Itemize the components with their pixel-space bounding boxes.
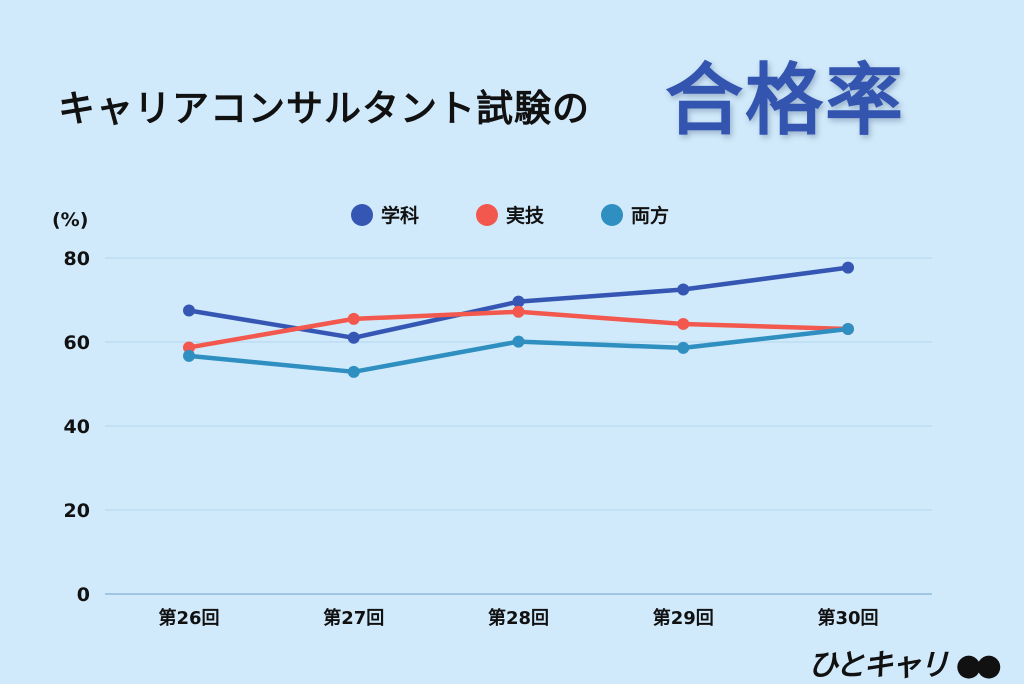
page-title: キャリアコンサルタント試験の — [58, 87, 590, 130]
y-axis-label: (%) — [52, 209, 88, 231]
legend-label: 実技 — [506, 204, 545, 227]
series-line-2 — [188, 326, 849, 375]
y-tick-label: 0 — [77, 584, 90, 606]
legend-marker — [476, 204, 498, 226]
x-tick-label: 第29回 — [653, 607, 714, 629]
legend-marker — [601, 204, 623, 226]
legend-label: 学科 — [381, 204, 419, 227]
data-point — [842, 261, 854, 274]
data-point — [347, 365, 360, 378]
legend-label: 両方 — [631, 204, 669, 227]
logo: ひとキャリ ●● — [808, 640, 1002, 684]
x-tick-label: 第27回 — [323, 607, 384, 629]
data-point — [347, 331, 360, 344]
logo-text: ひとキャリ — [808, 648, 949, 683]
data-point — [183, 349, 195, 362]
x-tick-label: 第28回 — [488, 607, 549, 629]
data-point — [183, 304, 195, 317]
y-tick-label: 40 — [64, 416, 90, 438]
data-point — [677, 283, 690, 296]
y-tick-label: 20 — [64, 500, 90, 522]
page-title-highlight: 合格率 — [665, 56, 906, 146]
people-icon: ●● — [955, 648, 1002, 683]
data-point — [347, 312, 360, 325]
data-point — [512, 335, 525, 348]
legend-marker — [351, 204, 373, 226]
data-point — [677, 341, 690, 354]
data-point — [183, 341, 195, 354]
y-tick-label: 80 — [64, 248, 90, 270]
data-point — [512, 295, 525, 308]
x-tick-label: 第26回 — [158, 607, 219, 629]
data-point — [842, 322, 854, 335]
y-tick-label: 60 — [64, 332, 90, 354]
data-point — [512, 305, 525, 318]
data-point — [677, 317, 690, 330]
x-tick-label: 第30回 — [817, 607, 878, 629]
